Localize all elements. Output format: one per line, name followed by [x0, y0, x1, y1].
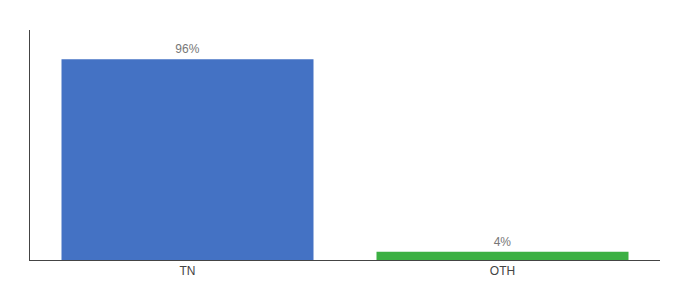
svg-text:TN: TN [180, 264, 196, 278]
svg-text:4%: 4% [494, 235, 512, 249]
svg-text:96%: 96% [175, 42, 199, 56]
svg-text:OTH: OTH [490, 264, 515, 278]
